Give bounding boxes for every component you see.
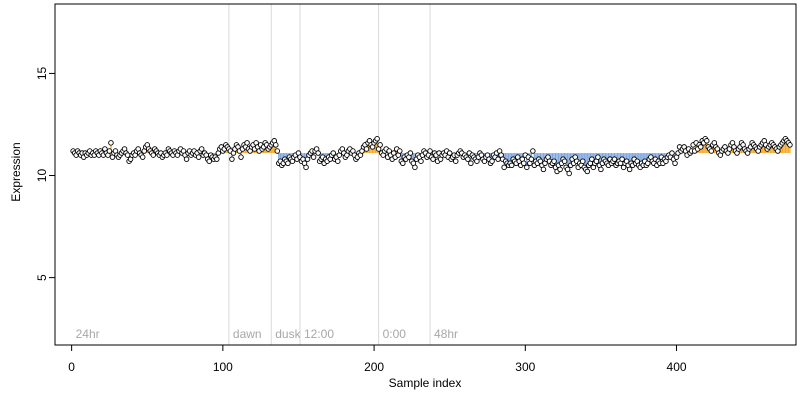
data-point [524,164,530,171]
data-point [335,158,341,164]
data-point [530,148,536,154]
y-axis-label: Expression [9,142,23,201]
data-point [315,150,321,156]
data-point [407,150,414,156]
marker-label: 48hr [434,327,458,341]
points-group [70,136,793,177]
data-point [446,150,453,156]
x-tick-label: 400 [667,360,687,374]
data-point [377,142,383,148]
x-tick-label: 0 [68,360,75,374]
data-point [787,142,793,148]
data-point [214,156,220,162]
marker-lines-group [228,4,431,345]
y-tick-label: 5 [35,274,49,281]
x-tick-label: 300 [515,360,535,374]
data-point [229,156,235,162]
marker-label: 24hr [76,327,100,341]
data-point [704,138,710,144]
data-point [508,162,515,169]
data-point [626,166,633,173]
data-point [561,158,568,164]
data-point [465,156,471,162]
data-point [598,166,604,173]
data-point [108,140,114,146]
data-point [672,160,678,167]
data-point [139,154,146,160]
data-point [557,166,563,173]
x-tick-label: 200 [364,360,384,374]
marker-label: dusk [275,327,301,341]
data-point [619,156,625,162]
x-axis-label: Sample index [389,376,462,390]
data-point [495,156,501,162]
data-point [708,148,715,154]
data-point [397,148,403,154]
data-point [363,146,370,152]
data-point [206,158,212,164]
marker-label: dawn [233,327,262,341]
y-axis: 5 10 15 [35,66,56,281]
data-point [468,160,474,167]
data-point [528,156,535,162]
data-point [273,142,279,148]
y-tick-label: 10 [35,169,49,183]
data-point [669,150,675,156]
data-point [238,154,244,160]
data-point [430,156,436,162]
data-point [566,170,572,177]
marker-label: 0:00 [383,327,407,341]
data-point [589,156,595,162]
data-point [412,164,418,171]
data-point [374,136,380,142]
marker-label: 12:00 [304,327,334,341]
data-point [285,160,291,167]
data-point [427,148,433,154]
data-point [418,158,424,164]
data-point [106,148,113,154]
x-axis: 0 100 200 300 400 [68,344,687,374]
data-point [274,148,281,154]
data-point [164,152,170,158]
data-point [400,160,406,167]
data-point [580,158,586,164]
data-point [303,164,309,171]
data-point [521,160,527,167]
data-point [124,152,131,158]
marker-labels-group: 24hr dawn dusk 12:00 0:00 48hr [76,327,458,341]
data-point [551,158,557,164]
data-point [310,154,317,160]
x-tick-label: 100 [213,360,233,374]
data-point [244,140,250,146]
data-point [595,154,601,160]
data-point [183,156,190,162]
data-point [584,168,591,175]
data-point [489,158,495,164]
data-point [452,158,459,164]
data-point [198,146,205,152]
data-point [611,156,618,162]
data-point [150,152,157,158]
data-point [501,164,507,171]
data-point [540,166,547,173]
data-point [697,144,704,150]
data-point [195,154,202,160]
y-tick-label: 15 [35,66,49,80]
data-point [330,150,337,156]
